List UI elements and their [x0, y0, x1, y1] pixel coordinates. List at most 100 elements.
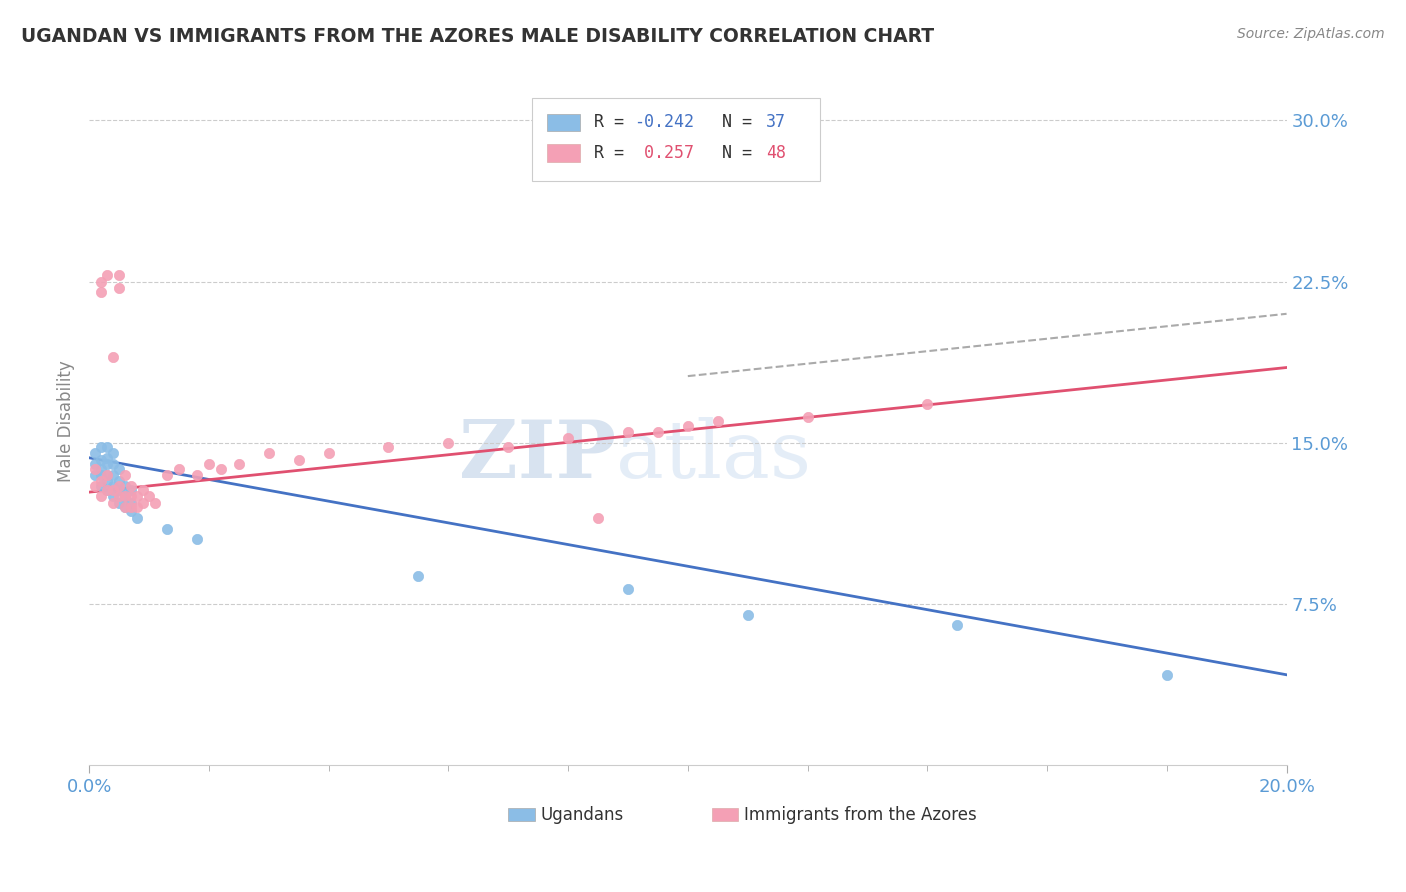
Point — [96, 483, 118, 497]
Point — [138, 490, 160, 504]
Point — [586, 511, 609, 525]
Point — [101, 490, 124, 504]
Point — [108, 490, 131, 504]
Point — [96, 440, 118, 454]
Point — [108, 281, 131, 295]
Point — [377, 440, 399, 454]
Point — [496, 440, 519, 454]
Text: UGANDAN VS IMMIGRANTS FROM THE AZORES MALE DISABILITY CORRELATION CHART: UGANDAN VS IMMIGRANTS FROM THE AZORES MA… — [21, 27, 934, 45]
Text: 0.257: 0.257 — [634, 145, 695, 162]
Point — [228, 457, 250, 471]
Point — [737, 607, 759, 622]
Point — [946, 618, 969, 632]
Point — [917, 397, 939, 411]
Point — [120, 490, 142, 504]
Point — [125, 490, 148, 504]
Point — [101, 467, 124, 482]
Text: R =: R = — [595, 113, 634, 131]
Point — [114, 500, 136, 515]
Point — [96, 483, 118, 497]
Point — [96, 467, 118, 482]
Point — [96, 268, 118, 282]
Point — [108, 475, 131, 489]
Point — [114, 467, 136, 482]
Point — [114, 479, 136, 493]
Point — [90, 275, 112, 289]
Point — [101, 479, 124, 493]
Point — [209, 461, 232, 475]
Point — [96, 457, 118, 471]
Text: R =: R = — [595, 145, 634, 162]
Bar — [547, 113, 581, 131]
Bar — [508, 807, 534, 822]
Text: Ugandans: Ugandans — [540, 805, 624, 823]
Point — [96, 475, 118, 489]
Point — [707, 414, 730, 428]
Point — [84, 461, 107, 475]
Text: -0.242: -0.242 — [634, 113, 695, 131]
Text: N =: N = — [702, 113, 762, 131]
Point — [101, 350, 124, 364]
Point — [120, 500, 142, 515]
Point — [156, 467, 179, 482]
Point — [96, 467, 118, 482]
Text: 37: 37 — [766, 113, 786, 131]
Point — [90, 490, 112, 504]
Point — [132, 483, 155, 497]
Bar — [711, 807, 738, 822]
Point — [186, 467, 208, 482]
Point — [318, 446, 340, 460]
Point — [257, 446, 280, 460]
Point — [287, 453, 309, 467]
Point — [108, 479, 131, 493]
Point — [120, 504, 142, 518]
Point — [198, 457, 221, 471]
Point — [125, 500, 148, 515]
Text: ZIP: ZIP — [458, 417, 616, 494]
Point — [186, 533, 208, 547]
Point — [167, 461, 190, 475]
Point — [120, 496, 142, 510]
Point — [90, 475, 112, 489]
Point — [96, 450, 118, 465]
Point — [90, 461, 112, 475]
Point — [101, 496, 124, 510]
Text: Immigrants from the Azores: Immigrants from the Azores — [744, 805, 977, 823]
Point — [1156, 667, 1178, 681]
Bar — [547, 145, 581, 161]
Point — [408, 569, 430, 583]
Point — [557, 432, 579, 446]
Point — [84, 479, 107, 493]
Text: 48: 48 — [766, 145, 786, 162]
Point — [114, 490, 136, 504]
Point — [120, 479, 142, 493]
Point — [114, 500, 136, 515]
Y-axis label: Male Disability: Male Disability — [58, 360, 75, 482]
Point — [90, 440, 112, 454]
Point — [90, 453, 112, 467]
Text: Source: ZipAtlas.com: Source: ZipAtlas.com — [1237, 27, 1385, 41]
Point — [796, 409, 818, 424]
FancyBboxPatch shape — [531, 98, 820, 180]
Point — [84, 457, 107, 471]
Point — [125, 511, 148, 525]
Point — [108, 268, 131, 282]
Point — [90, 285, 112, 300]
Text: N =: N = — [702, 145, 762, 162]
Text: atlas: atlas — [616, 417, 811, 494]
Point — [90, 467, 112, 482]
Point — [108, 496, 131, 510]
Point — [101, 483, 124, 497]
Point — [108, 461, 131, 475]
Point — [120, 483, 142, 497]
Point — [617, 425, 640, 439]
Point — [84, 467, 107, 482]
Point — [437, 435, 460, 450]
Point — [156, 522, 179, 536]
Point — [676, 418, 699, 433]
Point — [108, 483, 131, 497]
Point — [101, 446, 124, 460]
Point — [647, 425, 669, 439]
Point — [84, 446, 107, 460]
Point — [90, 479, 112, 493]
